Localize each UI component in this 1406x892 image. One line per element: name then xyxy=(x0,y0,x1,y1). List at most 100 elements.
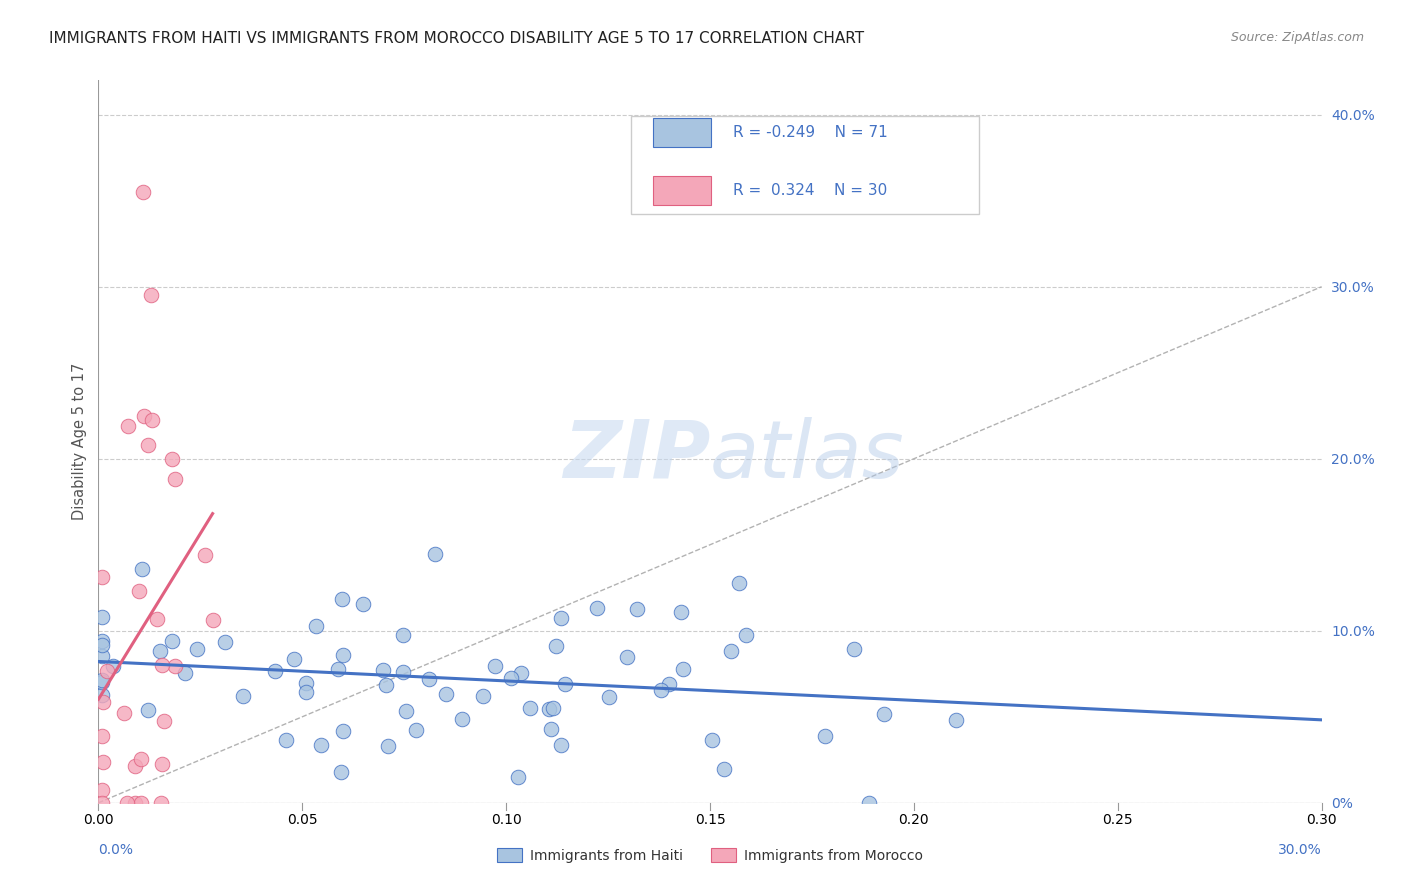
Point xyxy=(91,796,114,810)
Point xyxy=(141,413,163,427)
Point xyxy=(150,796,173,810)
Point xyxy=(91,570,114,584)
Point xyxy=(165,472,187,486)
Point xyxy=(91,648,114,663)
Point xyxy=(160,634,183,648)
Point xyxy=(263,665,285,679)
Point xyxy=(186,642,208,657)
Point xyxy=(394,704,416,718)
Point xyxy=(309,738,332,752)
Point xyxy=(727,575,749,590)
Point xyxy=(136,438,159,452)
Point xyxy=(91,638,114,652)
Point xyxy=(814,729,837,743)
Point xyxy=(128,584,150,599)
Text: atlas: atlas xyxy=(710,417,905,495)
Point xyxy=(330,765,353,780)
Point xyxy=(352,597,374,611)
Point xyxy=(658,677,681,691)
Point xyxy=(423,547,446,561)
Point xyxy=(519,701,541,715)
Point xyxy=(546,639,568,653)
Point xyxy=(129,752,152,766)
Point xyxy=(541,701,564,715)
Point xyxy=(131,562,153,576)
Point xyxy=(332,724,354,739)
Point xyxy=(115,796,138,810)
Point xyxy=(509,665,531,680)
Point xyxy=(450,712,472,726)
Point xyxy=(586,601,609,615)
Point xyxy=(129,796,152,810)
Point xyxy=(232,690,254,704)
Point xyxy=(124,796,146,810)
Point xyxy=(550,738,572,752)
FancyBboxPatch shape xyxy=(652,177,711,205)
Point xyxy=(150,658,173,673)
Point xyxy=(146,612,169,626)
Point xyxy=(153,714,176,728)
Point xyxy=(91,633,114,648)
Point xyxy=(91,755,114,769)
Point xyxy=(138,702,160,716)
Point xyxy=(149,644,172,658)
Point xyxy=(672,662,695,676)
Point xyxy=(405,723,427,737)
Point xyxy=(160,451,183,466)
Point xyxy=(132,409,155,423)
Point xyxy=(201,613,224,627)
Point xyxy=(132,185,155,199)
Point xyxy=(720,644,742,658)
Point xyxy=(554,676,576,690)
Point xyxy=(858,796,880,810)
Point xyxy=(103,658,125,673)
Point xyxy=(150,756,173,771)
Point xyxy=(616,650,638,665)
Point xyxy=(472,689,495,703)
Point xyxy=(117,419,139,434)
Point xyxy=(305,619,328,633)
FancyBboxPatch shape xyxy=(630,117,979,214)
Text: R = -0.249    N = 71: R = -0.249 N = 71 xyxy=(734,125,889,140)
Point xyxy=(91,673,114,688)
Legend: Immigrants from Haiti, Immigrants from Morocco: Immigrants from Haiti, Immigrants from M… xyxy=(491,842,929,868)
Point xyxy=(434,687,457,701)
Point xyxy=(91,609,114,624)
Point xyxy=(842,642,865,657)
Point xyxy=(537,702,560,716)
Text: ZIP: ZIP xyxy=(562,417,710,495)
Point xyxy=(650,682,672,697)
Point xyxy=(91,688,114,702)
Point xyxy=(873,707,896,722)
Point xyxy=(91,674,114,689)
Text: Source: ZipAtlas.com: Source: ZipAtlas.com xyxy=(1230,31,1364,45)
Point xyxy=(499,671,522,685)
Point xyxy=(214,634,236,648)
Point xyxy=(330,592,353,607)
Point xyxy=(194,548,217,562)
Point xyxy=(418,672,440,686)
Point xyxy=(373,663,395,677)
Y-axis label: Disability Age 5 to 17: Disability Age 5 to 17 xyxy=(72,363,87,520)
Point xyxy=(91,783,114,797)
Point xyxy=(484,658,506,673)
Point xyxy=(626,602,648,616)
Point xyxy=(91,729,114,743)
Point xyxy=(945,713,967,727)
Point xyxy=(295,676,318,690)
Text: R =  0.324    N = 30: R = 0.324 N = 30 xyxy=(734,184,887,198)
Point xyxy=(374,678,396,692)
Point xyxy=(91,696,114,710)
Text: 30.0%: 30.0% xyxy=(1278,843,1322,856)
Point xyxy=(165,658,187,673)
Point xyxy=(713,762,735,776)
Point xyxy=(702,733,724,747)
Point xyxy=(734,628,756,642)
Point xyxy=(174,666,197,681)
Point xyxy=(141,288,163,302)
Point xyxy=(274,733,297,747)
Point xyxy=(328,662,350,676)
Point xyxy=(96,664,118,678)
Point xyxy=(598,690,620,704)
Point xyxy=(392,665,415,679)
